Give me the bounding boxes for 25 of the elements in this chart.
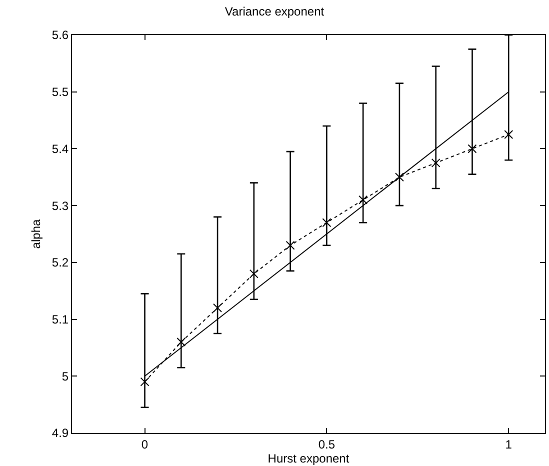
y-tick-label: 5.1 [52,312,69,326]
point [431,158,440,168]
point [249,269,258,278]
y-tick-label: 5 [62,369,69,384]
y-axis-title: alpha [29,219,44,249]
x-axis-title: Hurst exponent [268,451,350,466]
y-tick-label: 4.9 [52,426,69,440]
point [504,130,514,139]
point [140,377,150,386]
point [286,240,295,250]
y-tick-label: 5.5 [52,85,69,100]
x-tick-label: 1 [505,437,512,452]
x-tick-label: 0.5 [318,437,336,452]
point [394,172,404,182]
point [358,195,368,204]
x-tick-label: 0 [141,437,148,452]
point [176,338,186,347]
y-tick-label: 5.6 [52,28,69,42]
point [213,303,222,312]
y-tick-label: 5.4 [52,142,69,156]
y-tick-label: 5.3 [52,198,69,213]
chart-title: Variance exponent [224,4,325,18]
point [468,144,477,154]
y-tick-label: 5.2 [52,256,69,270]
point [322,218,332,228]
